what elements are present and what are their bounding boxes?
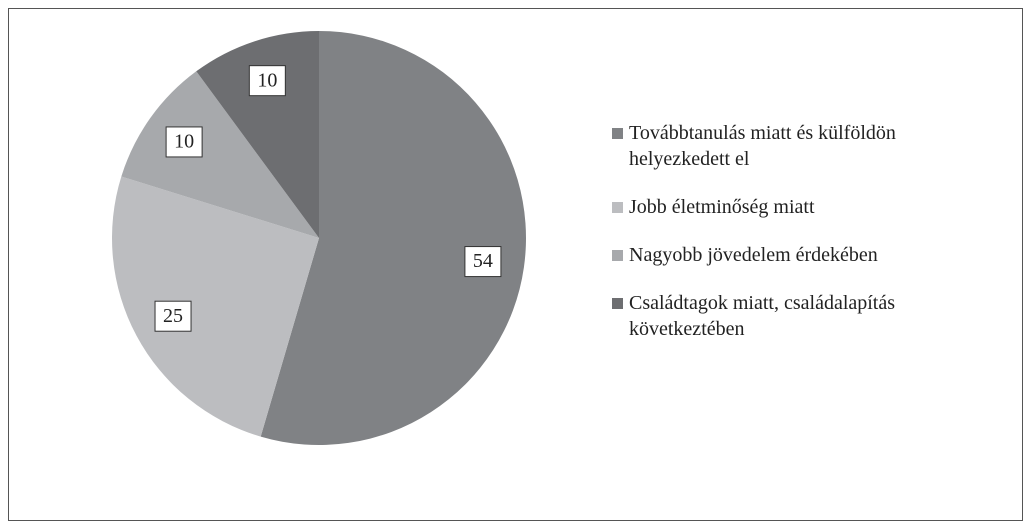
legend-item: Családtagok miatt, családalapítás követk…	[612, 290, 992, 342]
data-label-box	[154, 300, 192, 332]
data-label-box	[464, 246, 502, 278]
data-label-box	[248, 65, 286, 97]
legend-swatch	[612, 298, 623, 309]
legend-label: Jobb életminőség miatt	[629, 196, 815, 218]
pie-slice	[196, 31, 319, 238]
legend-swatch	[612, 128, 623, 139]
data-label: 54	[473, 250, 493, 272]
data-label-group: 54	[464, 246, 502, 278]
data-label: 10	[174, 131, 194, 153]
data-label-group: 25	[154, 300, 192, 332]
legend-label: Nagyobb jövedelem érdekében	[629, 244, 878, 266]
legend-label: Továbbtanulás miatt és külföldön helyezk…	[629, 122, 896, 170]
pie-slice	[111, 176, 319, 437]
legend-item: Jobb életminőség miatt	[612, 194, 992, 220]
legend-swatch	[612, 250, 623, 261]
legend-swatch	[612, 202, 623, 213]
legend: Továbbtanulás miatt és külföldön helyezk…	[612, 120, 992, 342]
legend-label: Családtagok miatt, családalapítás követk…	[629, 292, 896, 340]
legend-item: Továbbtanulás miatt és külföldön helyezk…	[612, 120, 992, 172]
data-label: 10	[257, 69, 277, 91]
data-label-box	[165, 126, 203, 158]
pie-slice	[260, 31, 526, 446]
data-label-group: 10	[248, 65, 286, 97]
pie-slice	[121, 71, 319, 239]
legend-item: Nagyobb jövedelem érdekében	[612, 242, 992, 268]
data-label: 25	[163, 305, 183, 327]
data-label-group: 10	[165, 126, 203, 158]
